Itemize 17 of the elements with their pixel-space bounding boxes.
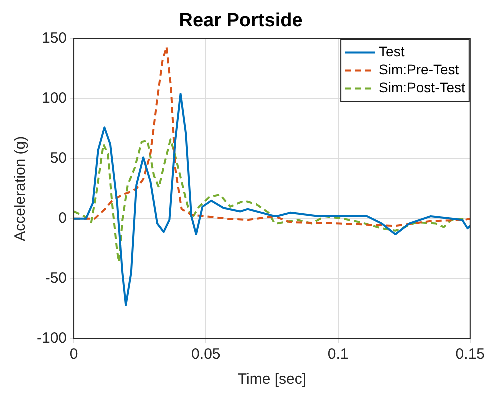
legend-label: Test	[379, 44, 405, 60]
legend-label: Sim:Post-Test	[379, 80, 466, 96]
x-tick-label: 0.05	[192, 346, 221, 364]
x-tick-label: 0.1	[328, 346, 349, 364]
y-tick-label: -100	[36, 330, 68, 348]
y-tick-label: 50	[50, 150, 68, 168]
x-axis-title: Time [sec]	[238, 371, 307, 388]
y-tick-label: 150	[42, 30, 68, 47]
x-tick-label: 0.15	[456, 346, 486, 364]
line-series	[74, 138, 466, 264]
y-axis-title: Acceleration (g)	[12, 136, 30, 242]
y-tick-label: -50	[45, 270, 68, 288]
legend-label: Sim:Pre-Test	[379, 62, 460, 78]
y-tick-label: 100	[42, 90, 68, 107]
chart-title: Rear Portside	[179, 10, 303, 32]
y-tick-label: 0	[58, 210, 68, 228]
x-tick-label: 0	[70, 346, 78, 364]
